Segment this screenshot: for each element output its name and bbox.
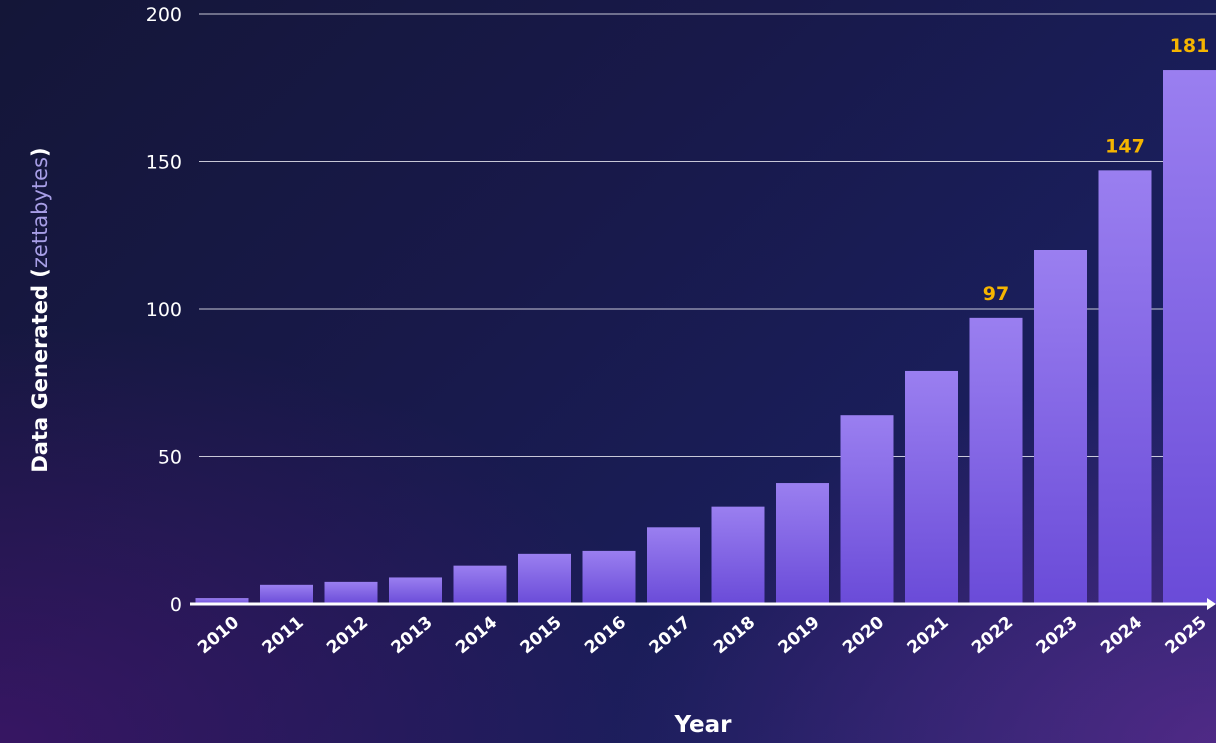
bars [195,70,1216,605]
x-tick-label: 2017 [646,613,695,659]
x-axis-ticks: 2010 2011 2012 2013 2014 2015 2016 2017 2018 2019… [194,612,1211,658]
y-tick-label: 100 [146,299,182,321]
x-tick-label: 2012 [323,613,372,659]
x-tick-label: 2015 [517,613,566,659]
x-tick-label: 2021 [904,613,953,659]
bar [582,550,636,604]
bar [518,553,571,604]
y-axis-ticks: 0 50 100 150 200 [146,4,182,616]
data-label: 181 [1170,35,1210,57]
x-axis-title: Year [673,712,732,738]
x-tick-label: 2013 [388,613,437,659]
data-label: 147 [1105,135,1145,157]
x-tick-label: 2020 [839,612,888,658]
bar [969,317,1023,604]
y-tick-label: 0 [170,594,182,616]
bar [260,584,313,604]
y-tick-label: 150 [146,152,182,174]
bar [905,370,958,604]
bar [324,581,378,604]
x-tick-label: 2022 [968,613,1017,659]
y-tick-label: 200 [146,4,182,26]
y-tick-label: 50 [158,447,182,469]
y-axis-title: Data Generated (zettabytes) [28,147,52,472]
bar [453,565,507,604]
bar [389,577,442,604]
x-tick-label: 2014 [452,612,501,658]
bar [1034,250,1087,604]
y-axis-title-close: ) [28,147,52,157]
x-axis-arrow-icon [1207,598,1216,610]
y-axis-title-unit: zettabytes [28,157,52,268]
bar [1098,170,1152,604]
x-tick-label: 2010 [194,612,243,658]
bar [711,506,765,604]
bar [1163,70,1216,605]
bar [195,598,249,604]
bar [840,415,894,604]
x-axis [190,598,1216,610]
y-axis-title-bold: Data Generated ( [28,268,52,473]
bar [647,527,700,604]
x-tick-label: 2011 [259,613,308,659]
x-tick-label: 2024 [1097,612,1146,658]
x-tick-label: 2018 [710,613,759,659]
x-tick-label: 2016 [581,613,630,659]
x-tick-label: 2025 [1162,613,1211,659]
data-label: 97 [983,283,1009,305]
bar [776,483,829,604]
data-labels: 97 147 181 [983,35,1210,305]
x-tick-label: 2019 [775,613,824,659]
x-tick-label: 2023 [1033,613,1082,659]
